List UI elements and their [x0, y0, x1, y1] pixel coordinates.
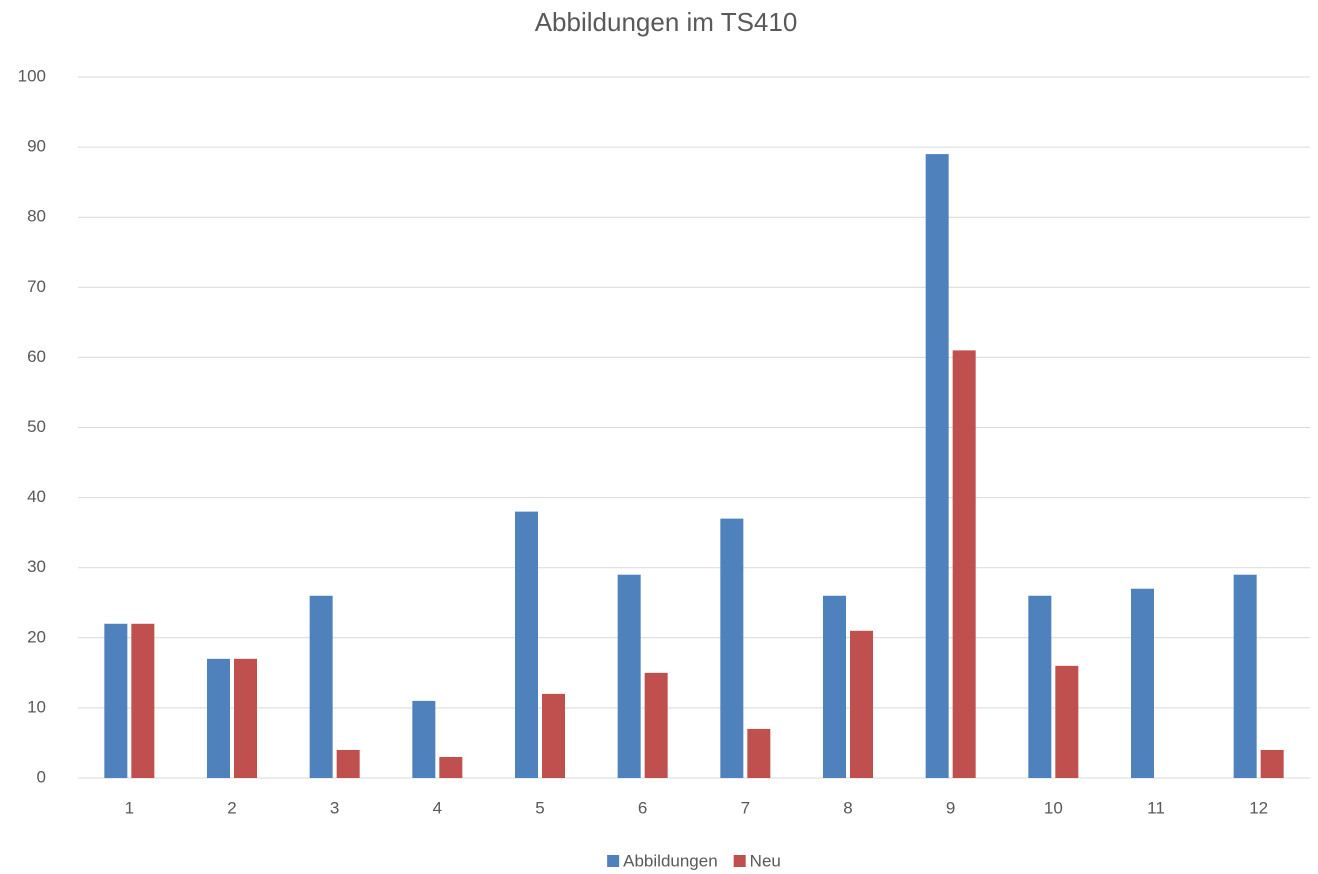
y-tick-label: 30	[27, 557, 46, 576]
x-tick-label: 6	[638, 798, 647, 817]
bar	[952, 350, 976, 778]
bar	[309, 595, 333, 778]
bar	[747, 728, 771, 778]
y-tick-label: 80	[27, 207, 46, 226]
y-tick-label: 10	[27, 697, 46, 716]
legend-swatch	[733, 855, 746, 867]
bar	[1131, 588, 1154, 778]
y-tick-label: 40	[27, 487, 46, 506]
bar	[336, 749, 360, 778]
bar	[1233, 574, 1257, 778]
legend-label: Neu	[750, 851, 781, 870]
y-tick-label: 20	[27, 627, 46, 646]
x-tick-label: 4	[433, 798, 442, 817]
x-tick-label: 2	[227, 798, 236, 817]
x-tick-label: 8	[843, 798, 852, 817]
bar	[515, 511, 538, 778]
bar	[412, 700, 436, 778]
bar	[104, 623, 128, 778]
bar	[644, 672, 668, 778]
x-tick-label: 11	[1147, 798, 1165, 817]
y-tick-label: 0	[37, 767, 46, 786]
bar	[925, 154, 949, 779]
bar	[1055, 665, 1079, 778]
x-tick-label: 3	[330, 798, 339, 817]
bar	[439, 756, 463, 778]
x-tick-label: 12	[1249, 798, 1268, 817]
bar	[1028, 595, 1052, 778]
bar	[542, 693, 565, 778]
legend-label: Abbildungen	[623, 851, 718, 870]
y-tick-label: 100	[18, 66, 46, 85]
bar	[1260, 749, 1284, 778]
x-tick-label: 5	[535, 798, 544, 817]
bar	[131, 623, 155, 778]
legend-swatch	[607, 855, 620, 867]
bar	[207, 658, 230, 778]
bar	[823, 595, 846, 778]
x-tick-label: 9	[946, 798, 955, 817]
bar	[720, 518, 744, 778]
chart-title: Abbildungen im TS410	[535, 7, 798, 37]
bar	[850, 630, 873, 778]
bar	[234, 658, 257, 778]
y-tick-label: 70	[27, 277, 46, 296]
y-tick-label: 60	[27, 347, 46, 366]
y-tick-label: 50	[27, 417, 46, 436]
y-tick-label: 90	[27, 137, 46, 156]
x-tick-label: 7	[741, 798, 750, 817]
x-tick-label: 10	[1044, 798, 1063, 817]
bar	[617, 574, 641, 778]
x-tick-label: 1	[125, 798, 134, 817]
